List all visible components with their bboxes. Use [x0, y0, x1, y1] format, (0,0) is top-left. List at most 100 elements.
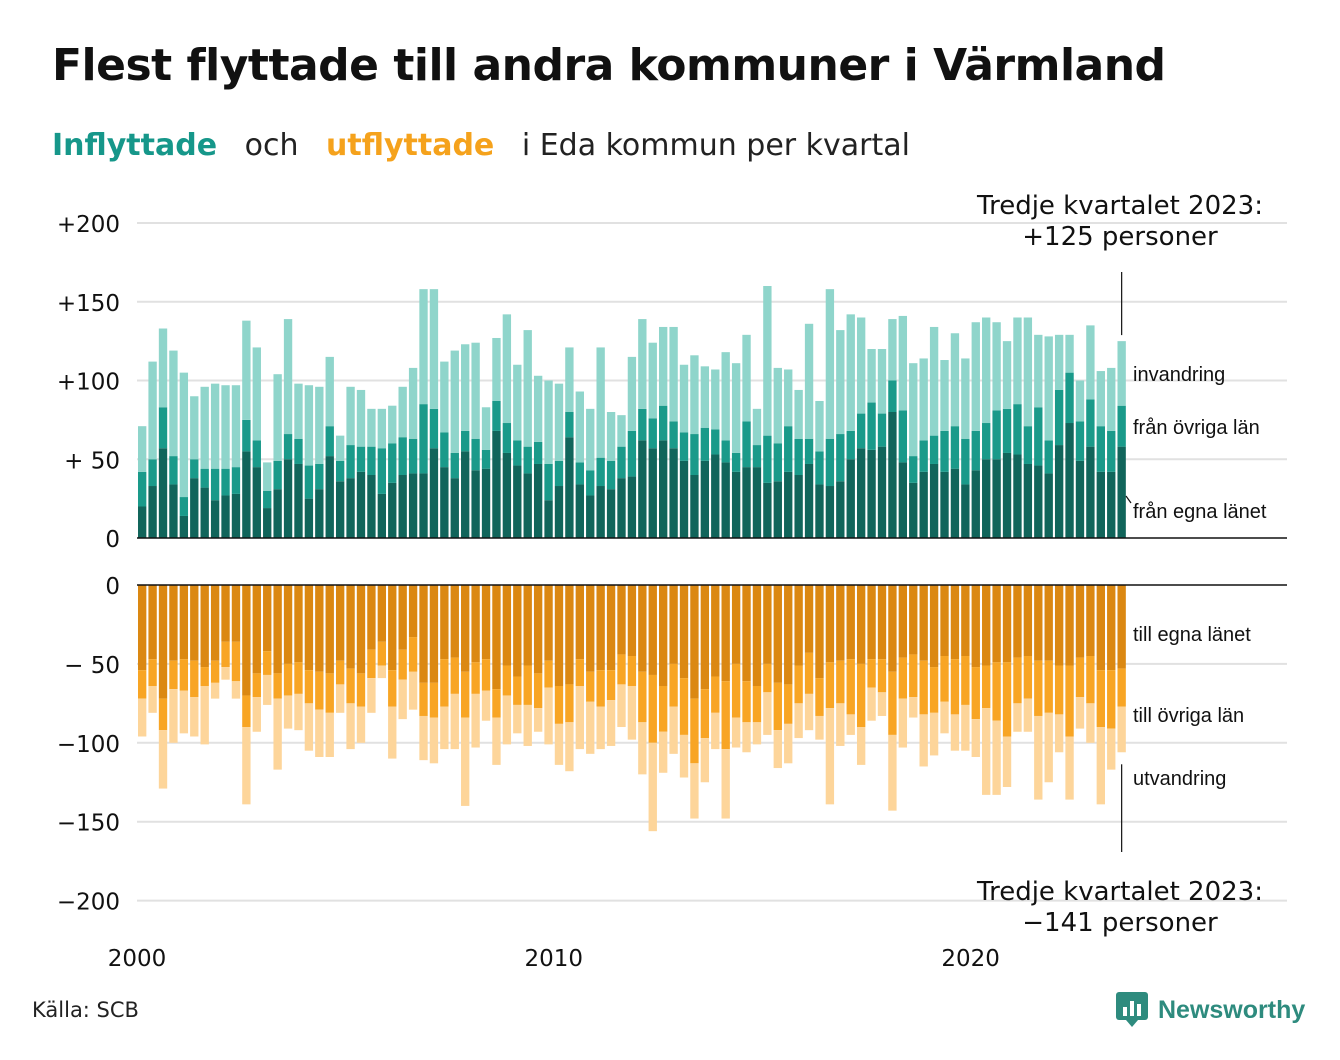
bar-abroad [158, 328, 168, 408]
inflow-bars [138, 286, 1126, 539]
bar-abroad [398, 679, 407, 720]
bar-own [231, 493, 241, 538]
bar-abroad [919, 714, 928, 767]
bar-other [440, 659, 449, 707]
bar-other [294, 438, 303, 464]
bar-abroad [731, 717, 741, 748]
bar-own [679, 585, 689, 679]
bar-abroad [179, 372, 189, 498]
bar-other [773, 682, 782, 731]
bar-own [721, 462, 730, 538]
bar-abroad [1013, 703, 1022, 732]
bar-abroad [784, 723, 793, 764]
bar-own [825, 486, 835, 538]
bar-own [627, 585, 637, 657]
bar-other [263, 651, 272, 675]
bar-own [533, 585, 543, 674]
bar-own [1002, 585, 1012, 663]
bar-abroad [971, 719, 980, 757]
bar-own [502, 452, 512, 538]
bar-abroad [513, 704, 522, 734]
bar-other [377, 448, 387, 494]
bar-other [1075, 421, 1085, 461]
bar-abroad [700, 366, 710, 428]
bar-own [711, 585, 720, 677]
bar-own [450, 478, 459, 538]
bar-own [315, 585, 324, 672]
bar-other [210, 660, 220, 683]
bar-own [867, 449, 876, 538]
bar-abroad [502, 314, 512, 424]
bar-abroad [721, 749, 730, 819]
bar-abroad [190, 697, 199, 737]
bar-abroad [315, 709, 324, 757]
bar-other [867, 402, 876, 450]
bar-abroad [867, 687, 876, 721]
bar-own [898, 585, 908, 658]
bar-own [763, 482, 772, 539]
bar-abroad [888, 319, 897, 381]
bar-abroad [1044, 336, 1053, 441]
bar-other [815, 451, 824, 485]
bar-abroad [513, 364, 522, 441]
bar-own [398, 475, 407, 538]
bar-abroad [627, 685, 637, 740]
bar-other [315, 671, 324, 710]
bar-abroad [440, 706, 449, 750]
bar-abroad [429, 289, 439, 409]
bar-own [575, 585, 584, 660]
bar-own [471, 470, 480, 538]
bar-abroad [731, 363, 741, 453]
bar-own [700, 585, 710, 690]
bar-abroad [784, 369, 793, 427]
bar-abroad [1096, 727, 1105, 805]
bar-other [273, 460, 282, 490]
bar-own [1054, 445, 1064, 538]
bar-own [221, 495, 230, 538]
bar-own [804, 463, 814, 538]
label-invandring: invandring [1133, 364, 1225, 386]
annotation-top-line2: +125 personer [1022, 222, 1218, 252]
bar-other [513, 440, 522, 466]
bar-abroad [940, 360, 949, 431]
bar-own [544, 585, 553, 661]
bar-other [1065, 372, 1074, 424]
bar-own [200, 585, 209, 668]
bar-own [1075, 585, 1085, 658]
subtitle-och: och [244, 128, 299, 163]
label-till-ovriga-lan: till övriga län [1133, 705, 1244, 727]
bar-own [346, 478, 355, 538]
bar-abroad [367, 408, 376, 447]
bar-own [1075, 460, 1085, 538]
bar-other [898, 657, 908, 699]
bar-other [273, 673, 282, 699]
bar-abroad [158, 730, 168, 789]
bar-other [877, 659, 887, 693]
bar-abroad [335, 684, 345, 713]
bar-other [752, 445, 762, 468]
bar-own [856, 448, 866, 538]
bar-other [1054, 665, 1064, 715]
bar-abroad [825, 708, 835, 805]
bar-other [554, 685, 564, 724]
source-note: Källa: SCB [32, 998, 139, 1022]
bar-own [242, 585, 251, 696]
bar-own [627, 476, 637, 538]
bar-abroad [1044, 712, 1053, 783]
bar-own [586, 495, 595, 538]
bar-other [398, 437, 407, 475]
y-tick-label-top: 0 [105, 527, 120, 553]
bar-other [179, 497, 189, 516]
bar-own [481, 585, 491, 660]
bar-own [617, 478, 626, 538]
bar-own [877, 446, 887, 538]
bar-other [533, 673, 543, 709]
bar-other [471, 662, 480, 694]
bar-own [554, 486, 564, 538]
bar-own [565, 585, 574, 685]
bar-other [586, 671, 595, 702]
bar-abroad [763, 692, 772, 735]
bar-abroad [982, 708, 991, 795]
bar-own [523, 473, 532, 539]
bar-own [252, 585, 261, 674]
